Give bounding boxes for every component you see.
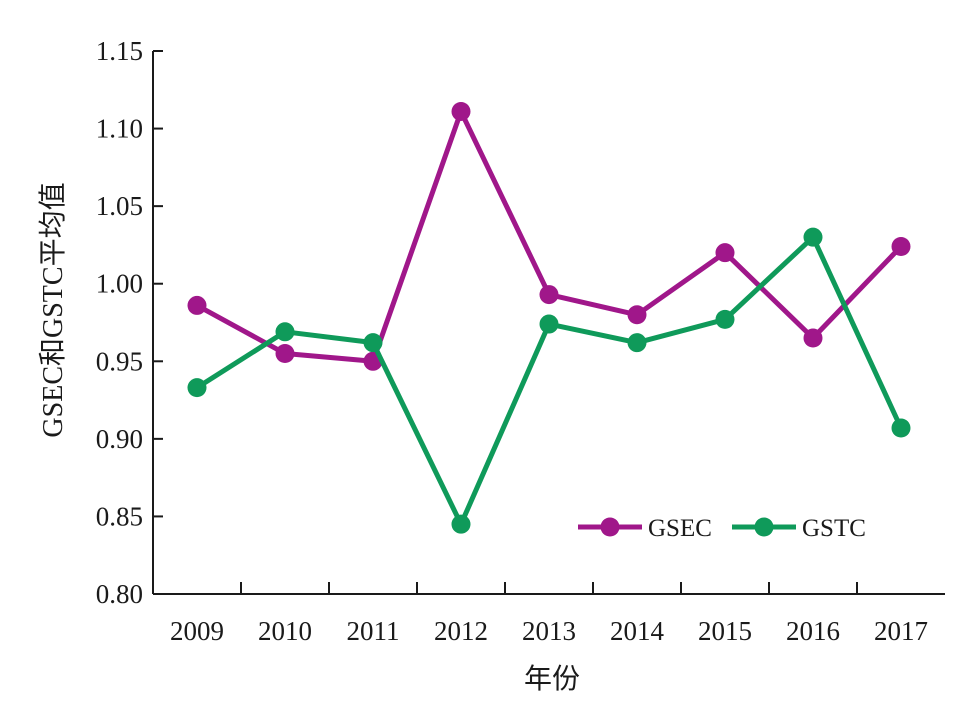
data-point-gstc: [627, 333, 647, 353]
x-axis-title: 年份: [524, 663, 580, 695]
y-tick-label: 1.15: [96, 36, 143, 66]
series-gsec: [187, 102, 911, 371]
x-tick-label: 2010: [258, 616, 312, 646]
x-tick-label: 2017: [874, 616, 928, 646]
y-tick-label: 1.05: [96, 191, 143, 221]
data-point-gstc: [715, 309, 735, 329]
legend-marker-gstc: [754, 517, 774, 537]
data-point-gstc: [891, 418, 911, 438]
series-layer: [187, 102, 911, 534]
x-tick-label: 2015: [698, 616, 752, 646]
y-tick-label: 1.10: [96, 114, 143, 144]
data-point-gsec: [627, 305, 647, 325]
x-tick-label: 2009: [170, 616, 224, 646]
series-gstc: [187, 227, 911, 534]
legend-label-gstc: GSTC: [802, 515, 866, 542]
y-tick-label: 1.00: [96, 269, 143, 299]
data-point-gsec: [187, 295, 207, 315]
x-tick-label: 2012: [434, 616, 488, 646]
legend-label-gsec: GSEC: [648, 515, 712, 542]
data-point-gstc: [187, 378, 207, 398]
data-point-gsec: [715, 243, 735, 263]
x-tick-label: 2011: [347, 616, 400, 646]
data-point-gstc: [275, 322, 295, 342]
data-point-gsec: [275, 344, 295, 364]
legend-marker-gsec: [600, 517, 620, 537]
y-tick-label: 0.90: [96, 424, 143, 454]
y-tick-label: 0.85: [96, 501, 143, 531]
data-point-gsec: [451, 102, 471, 122]
series-line-gstc: [195, 234, 904, 527]
legend: GSEC GSTC: [578, 515, 866, 542]
data-point-gsec: [803, 328, 823, 348]
y-tick-label: 0.95: [96, 346, 143, 376]
y-tick-label: 0.80: [96, 579, 143, 609]
data-point-gsec: [891, 236, 911, 256]
y-axis-title: GSEC和GSTC平均值: [37, 182, 69, 437]
x-tick-label: 2016: [786, 616, 840, 646]
data-point-gstc: [803, 227, 823, 247]
data-point-gstc: [539, 314, 559, 334]
data-point-gsec: [539, 285, 559, 305]
x-tick-label: 2013: [522, 616, 576, 646]
axes: 0.80 0.85 0.90 0.95 1.00 1.05 1.10 1.15 2009 2010…: [96, 36, 945, 646]
data-point-gstc: [363, 333, 383, 353]
x-tick-label: 2014: [610, 616, 665, 646]
data-point-gstc: [451, 514, 471, 534]
